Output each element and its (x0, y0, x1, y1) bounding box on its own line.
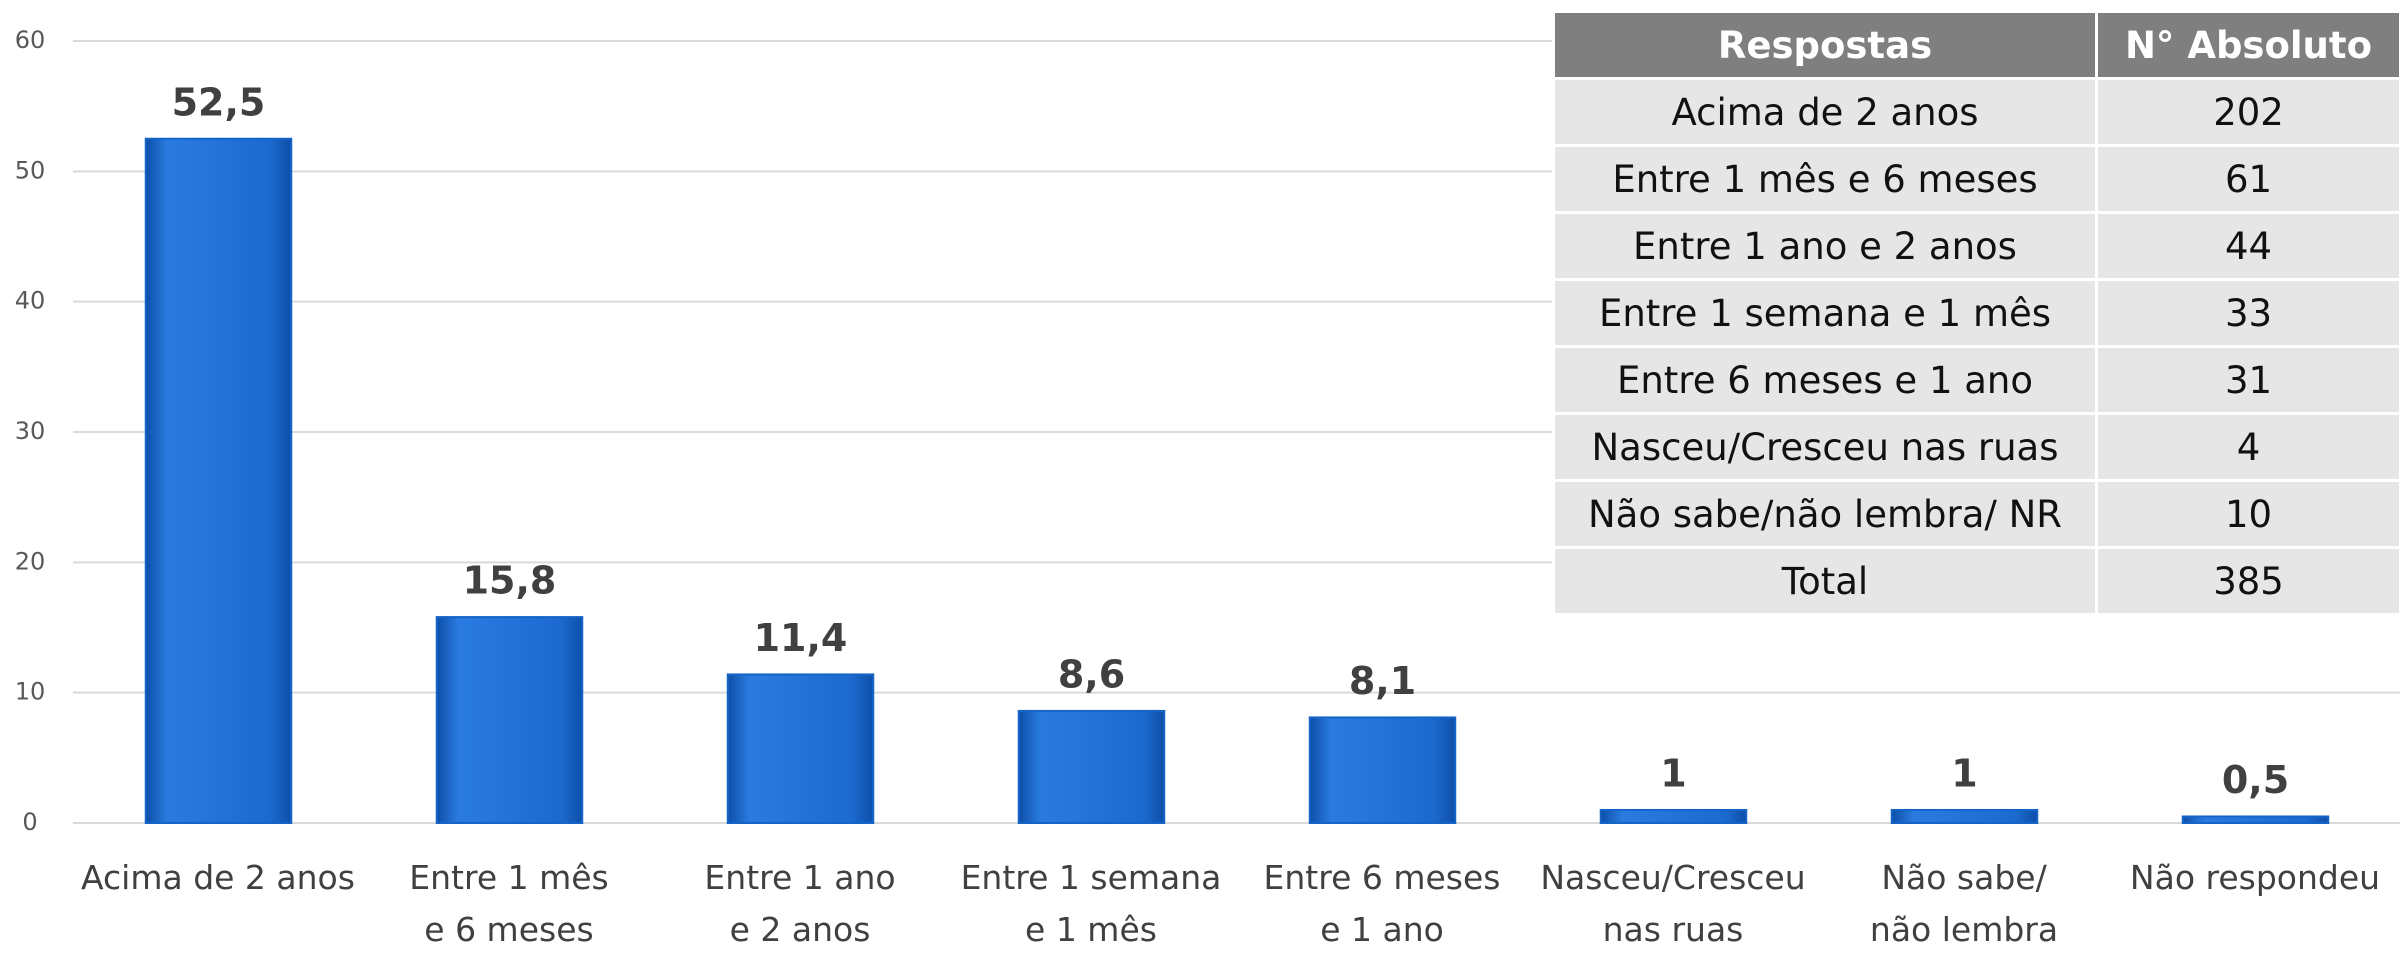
x-tick-label: Entre 1 mês e 6 meses (409, 858, 609, 949)
data-label: 8,6 (1058, 652, 1125, 696)
table-row: Acima de 2 anos 202 (1552, 77, 2400, 147)
table-cell: 202 (2095, 77, 2400, 147)
table-cell: 385 (2095, 546, 2400, 616)
x-tick-label: Não respondeu (2129, 858, 2381, 897)
table-cell: 31 (2095, 345, 2400, 415)
table-row: Entre 1 ano e 2 anos 44 (1552, 211, 2400, 281)
bar (1599, 808, 1748, 825)
x-tick-label: Entre 1 ano e 2 anos (704, 858, 896, 949)
y-tick-label: 0 (22, 808, 37, 836)
table-cell: 4 (2095, 412, 2400, 482)
table-row: Nasceu/Cresceu nas ruas 4 (1552, 412, 2400, 482)
y-tick-label: 20 (15, 547, 46, 575)
table-header: Respostas (1552, 10, 2098, 80)
table-row: Total 385 (1552, 546, 2400, 616)
table-cell: Não sabe/não lembra/ NR (1552, 479, 2098, 549)
bar (1017, 709, 1166, 824)
bar (144, 137, 293, 824)
table-cell: Total (1552, 546, 2098, 616)
bar (435, 616, 584, 824)
data-label: 1 (1951, 751, 1977, 795)
table-row: Entre 1 semana e 1 mês 33 (1552, 278, 2400, 348)
y-tick-label: 60 (15, 26, 46, 54)
y-tick-label: 30 (15, 417, 46, 445)
data-label: 1 (1660, 751, 1686, 795)
table-row: Entre 1 mês e 6 meses 61 (1552, 144, 2400, 214)
table-cell: 44 (2095, 211, 2400, 281)
y-tick-label: 10 (15, 678, 46, 706)
data-label: 11,4 (754, 616, 848, 660)
y-tick-label: 50 (15, 156, 46, 184)
table-cell: 61 (2095, 144, 2400, 214)
table-cell: Nasceu/Cresceu nas ruas (1552, 412, 2098, 482)
table-header: N° Absoluto (2095, 10, 2400, 80)
data-label: 8,1 (1349, 659, 1416, 703)
x-tick-label: Entre 6 meses e 1 ano (1263, 858, 1501, 949)
table: Respostas N° Absoluto Acima de 2 anos 202 En… (1552, 10, 2400, 616)
table-cell: Entre 1 ano e 2 anos (1552, 211, 2098, 281)
bar (726, 673, 875, 824)
y-tick-label: 40 (15, 287, 46, 315)
table-row: Entre 6 meses e 1 ano 31 (1552, 345, 2400, 415)
data-label: 0,5 (2222, 758, 2289, 802)
data-label: 52,5 (172, 80, 266, 124)
table-cell: Entre 1 semana e 1 mês (1552, 278, 2098, 348)
table-cell: Entre 6 meses e 1 ano (1552, 345, 2098, 415)
x-tick-label: Nasceu/Cresceu nas ruas (1540, 858, 1806, 949)
table-cell: Entre 1 mês e 6 meses (1552, 144, 2098, 214)
x-tick-label: Entre 1 semana e 1 mês (960, 858, 1222, 949)
table-row: Não sabe/não lembra/ NR 10 (1552, 479, 2400, 549)
data-label: 15,8 (463, 559, 557, 603)
table-cell: 33 (2095, 278, 2400, 348)
bar (2181, 815, 2330, 825)
table-cell: Acima de 2 anos (1552, 77, 2098, 147)
bar (1308, 716, 1457, 824)
bar (1890, 808, 2039, 825)
x-tick-label: Não sabe/ não lembra (1869, 858, 2059, 949)
x-tick-label: Acima de 2 anos (81, 858, 355, 897)
table-cell: 10 (2095, 479, 2400, 549)
